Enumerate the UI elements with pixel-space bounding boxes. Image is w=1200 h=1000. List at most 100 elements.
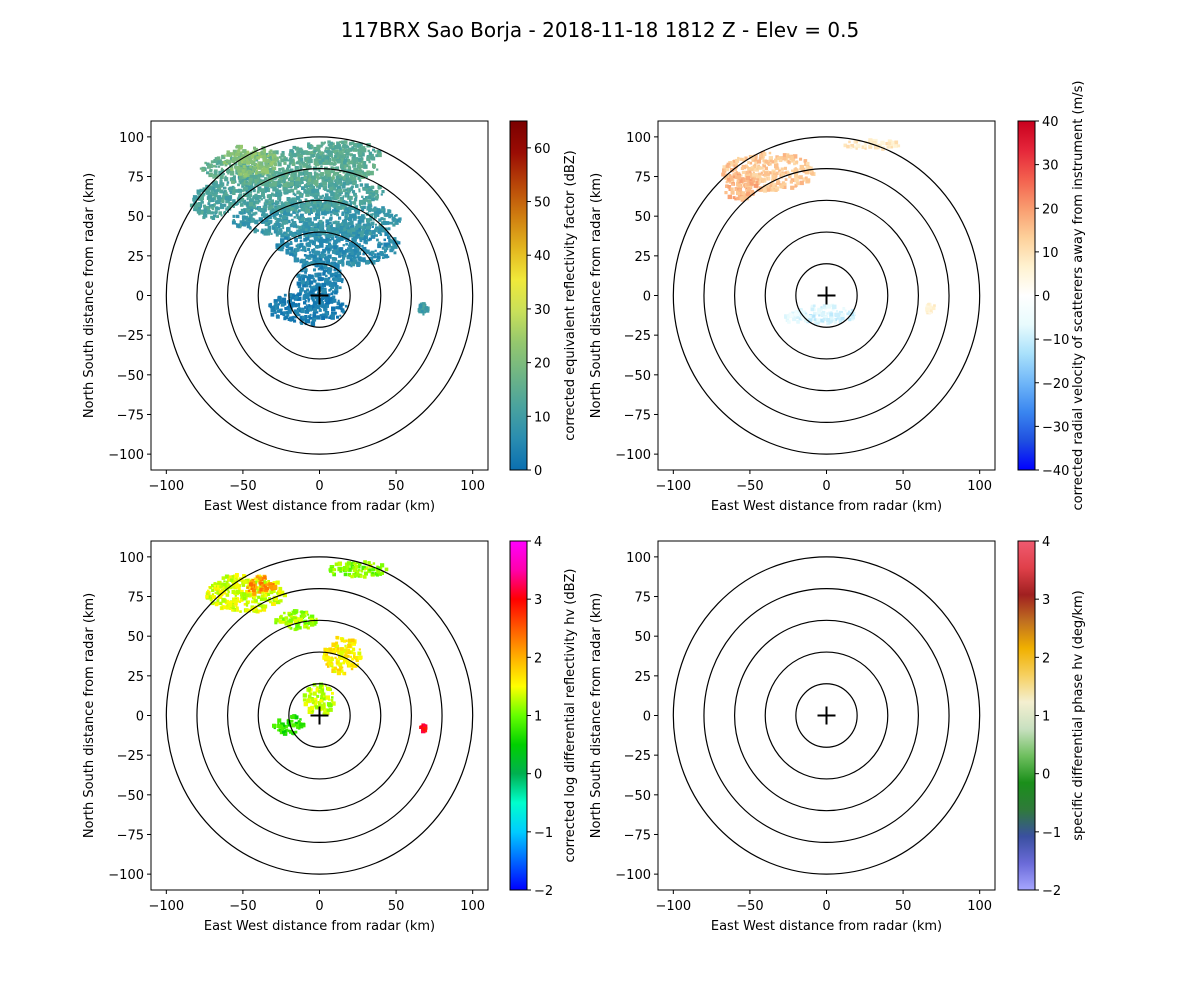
colorbar-gradient	[1017, 120, 1036, 471]
range-ring-20km	[288, 263, 351, 328]
colorbar-tick-label: 30	[1042, 159, 1059, 174]
range-ring-100km	[672, 136, 981, 455]
data-region-4	[322, 635, 363, 676]
panel-reflectivity: −100 −50 0 50 1001007550250−25−50−75−100East…	[82, 120, 578, 514]
range-ring-40km	[257, 231, 382, 360]
colorbar-label: corrected equivalent reflectivity factor…	[563, 150, 578, 441]
colorbar-tick-label: 60	[534, 142, 551, 157]
panel-velocity: −100 −50 0 50 1001007550250−25−50−75−100East…	[589, 81, 1086, 514]
panel-zdr: −100 −50 0 50 100 100 75 50 25 0 −25 −50 −75 −100 East…	[82, 535, 578, 934]
colorbar-tick-label: 50	[534, 196, 551, 211]
x-axis-label: East West distance from radar (km)	[204, 919, 435, 934]
y-axis-label: North South distance from radar (km)	[589, 593, 604, 838]
panel-kdp: −100 −50 0 50 100 100 75 50 25 0 −25 −50 −75 −100 East…	[589, 535, 1086, 934]
y-tick-label: 25	[127, 670, 144, 685]
colorbar-tick-label: 0	[1042, 768, 1050, 783]
x-tick-label: 0	[315, 479, 323, 494]
colorbar-tick-label: −10	[1042, 333, 1069, 348]
range-rings	[672, 136, 981, 455]
colorbar-gradient	[1017, 540, 1036, 891]
y-tick-label: 100	[119, 131, 144, 146]
y-tick-label: −75	[624, 828, 651, 843]
y-tick-label: 0	[136, 290, 144, 305]
x-tick-label: 50	[388, 899, 405, 914]
colorbar-tick-label: 2	[534, 651, 542, 666]
x-tick-label: 100	[967, 479, 992, 494]
data-region-3	[274, 609, 318, 632]
y-tick-label: 75	[127, 171, 144, 186]
colorbar-tick-label: −1	[534, 826, 553, 841]
x-tick-label: −50	[736, 479, 763, 494]
colorbar-tick-label: −30	[1042, 420, 1069, 435]
colorbar-tick-label: 1	[534, 710, 542, 725]
x-tick-label: 50	[895, 899, 912, 914]
colorbar-tick-label: −40	[1042, 464, 1069, 479]
colorbar-label: corrected radial velocity of scatterers …	[1071, 81, 1086, 511]
radar-location-marker	[817, 286, 836, 305]
colorbar-label: corrected log differential reflectivity …	[563, 569, 578, 863]
x-tick-label: −100	[148, 899, 184, 914]
data-region-7	[419, 723, 428, 734]
colorbar-gradient	[509, 120, 528, 471]
range-rings	[165, 556, 474, 875]
y-tick-label: 75	[634, 171, 651, 186]
range-ring-60km	[226, 619, 413, 812]
y-tick-label: −75	[117, 828, 144, 843]
data-region-2	[843, 138, 901, 151]
x-tick-label: 100	[460, 479, 485, 494]
colorbar-tick-label: 20	[1042, 202, 1059, 217]
colorbar-tick-label: 40	[534, 249, 551, 264]
radar-location-marker	[310, 286, 329, 305]
x-axis-label: East West distance from radar (km)	[711, 919, 942, 934]
y-tick-label: 50	[634, 630, 651, 645]
range-rings	[165, 136, 474, 455]
y-axis-label: North South distance from radar (km)	[82, 173, 97, 418]
y-tick-label: 100	[626, 131, 651, 146]
data-region-5	[925, 302, 936, 315]
colorbar-tick-label: 1	[1042, 710, 1050, 725]
x-tick-label: −50	[229, 479, 256, 494]
colorbar-tick-label: 4	[534, 535, 542, 550]
colorbar: −40 −30 −20 −10 0 10 20 30 40 corrected radial ve…	[1017, 81, 1086, 511]
y-tick-label: −50	[624, 789, 651, 804]
radar-location-marker	[310, 706, 329, 725]
x-tick-label: 0	[822, 479, 830, 494]
range-ring-80km	[703, 587, 950, 844]
y-tick-label: −100	[108, 868, 144, 883]
range-ring-80km	[703, 167, 950, 424]
y-tick-label: 75	[634, 591, 651, 606]
y-tick-label: 0	[136, 710, 144, 725]
x-tick-label: −100	[148, 479, 184, 494]
range-ring-20km	[795, 683, 858, 748]
colorbar-tick-label: 2	[1042, 651, 1050, 666]
y-tick-label: −50	[117, 789, 144, 804]
colorbar-tick-label: 20	[534, 357, 551, 372]
range-ring-100km	[165, 136, 474, 455]
colorbar-tick-label: −1	[1042, 826, 1061, 841]
data-region-5	[302, 682, 336, 717]
y-tick-label: 100	[626, 551, 651, 566]
x-tick-label: 0	[315, 899, 323, 914]
x-tick-label: −100	[655, 899, 691, 914]
y-tick-label: 0	[643, 710, 651, 725]
x-tick-label: −50	[736, 899, 763, 914]
data-region-9	[417, 302, 430, 316]
data-region-4	[784, 310, 809, 324]
range-ring-100km	[672, 556, 981, 875]
data-region-1	[246, 574, 278, 596]
y-axis-label: North South distance from radar (km)	[589, 173, 604, 418]
range-ring-80km	[196, 167, 443, 424]
y-tick-label: 50	[634, 210, 651, 225]
range-ring-100km	[165, 556, 474, 875]
y-axis-label: North South distance from radar (km)	[82, 593, 97, 838]
radar-location-marker	[817, 706, 836, 725]
y-tick-label: −75	[117, 408, 144, 423]
colorbar-tick-label: 10	[1042, 246, 1059, 261]
y-tick-label: 75	[127, 591, 144, 606]
colorbar-tick-label: 0	[1042, 290, 1050, 305]
data-region-1	[268, 290, 348, 326]
y-tick-label: 0	[643, 290, 651, 305]
y-tick-label: 25	[634, 670, 651, 685]
colorbar-gradient	[509, 540, 528, 891]
colorbar-tick-label: 3	[1042, 593, 1050, 608]
